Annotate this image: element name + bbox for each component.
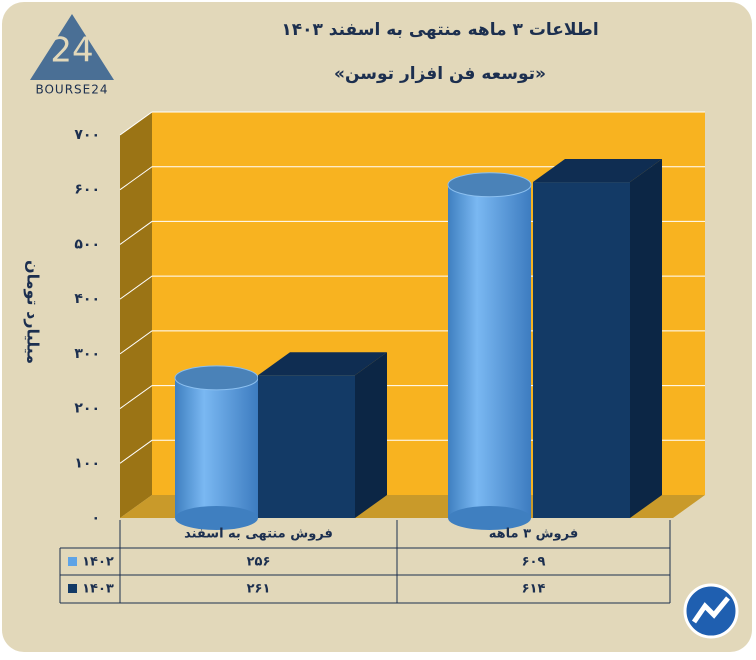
- bar-cylinder-base: [175, 506, 258, 530]
- side-wall: [120, 112, 152, 518]
- legend-swatch: [68, 557, 77, 566]
- logo-text: BOURSE24: [35, 83, 108, 97]
- y-tick-label: ۴۰۰: [74, 291, 100, 307]
- grid-line: [119, 111, 705, 136]
- legend-label: ۱۴۰۲: [82, 555, 114, 570]
- bar-box-front: [258, 375, 355, 518]
- table-value: ۲۶۱: [247, 582, 271, 597]
- grid-line: [119, 166, 705, 191]
- bar-box-top: [258, 352, 387, 376]
- bar-box-front: [533, 182, 630, 518]
- y-tick-label: ۲۰۰: [74, 401, 100, 417]
- chart-title: اطلاعات ۳ ماهه منتهی به اسفند ۱۴۰۳: [281, 20, 598, 40]
- chart-subtitle: «توسعه فن افزار توسن»: [334, 64, 546, 84]
- bar-box-top: [533, 159, 662, 183]
- category-label: فروش منتهی به اسفند: [184, 527, 333, 542]
- corner-icon: [683, 583, 739, 639]
- table-value: ۶۱۴: [522, 582, 546, 597]
- bar-cylinder-body: [448, 184, 531, 519]
- bar-box-side: [355, 352, 387, 518]
- table-value: ۶۰۹: [522, 555, 546, 570]
- category-label: فروش ۳ ماهه: [489, 527, 578, 542]
- legend-swatch: [68, 584, 77, 593]
- y-tick-label: ۰: [91, 510, 100, 526]
- bar-cylinder-top: [174, 365, 259, 391]
- bar-cylinder-base: [448, 506, 531, 530]
- y-tick-label: ۱۰۰: [74, 455, 100, 471]
- y-tick-label: ۷۰۰: [74, 127, 100, 143]
- bar-box-side: [630, 159, 662, 518]
- bar-cylinder-body: [175, 377, 258, 518]
- legend-label: ۱۴۰۳: [82, 582, 114, 597]
- bar-cylinder-top: [447, 172, 532, 198]
- data-table: [59, 520, 671, 604]
- logo: 24 BOURSE24: [30, 14, 114, 97]
- y-tick-label: ۳۰۰: [74, 346, 100, 362]
- svg-text:24: 24: [50, 31, 93, 71]
- y-tick-label: ۶۰۰: [74, 182, 100, 198]
- table-value: ۲۵۶: [247, 555, 271, 570]
- y-tick-label: ۵۰۰: [74, 236, 100, 252]
- y-axis-label: میلیارد تومان: [24, 260, 43, 364]
